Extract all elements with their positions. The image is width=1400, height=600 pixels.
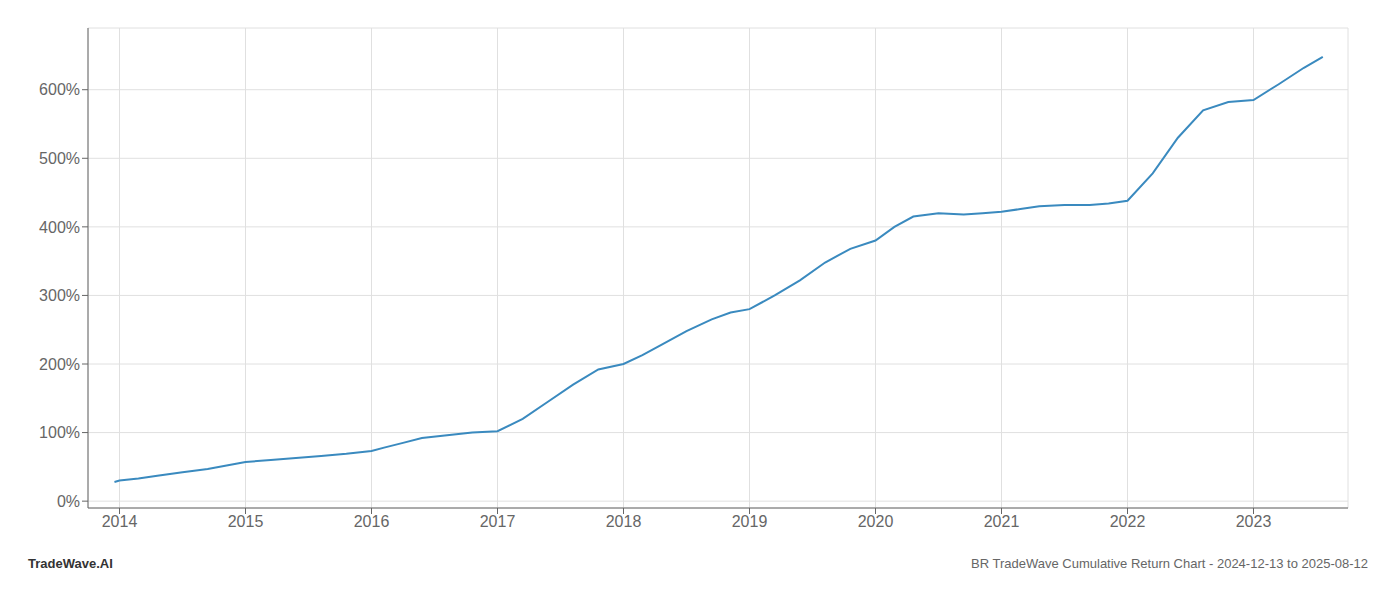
svg-text:2018: 2018 [606,513,642,530]
svg-text:600%: 600% [39,81,80,98]
svg-text:2019: 2019 [732,513,768,530]
svg-text:0%: 0% [57,493,80,510]
svg-text:100%: 100% [39,424,80,441]
svg-text:2015: 2015 [228,513,264,530]
svg-text:300%: 300% [39,287,80,304]
svg-text:2021: 2021 [984,513,1020,530]
svg-text:500%: 500% [39,150,80,167]
svg-text:400%: 400% [39,219,80,236]
svg-text:2022: 2022 [1110,513,1146,530]
html-text:BR TradeWave Cumulative Return: BR TradeWave Cumulative Return Chart - 2… [971,556,1368,571]
svg-text:200%: 200% [39,356,80,373]
svg-text:2014: 2014 [102,513,138,530]
svg-text:2017: 2017 [480,513,516,530]
svg-text:2016: 2016 [354,513,390,530]
html-text:TradeWave.AI: TradeWave.AI [28,556,113,571]
svg-text:2023: 2023 [1236,513,1272,530]
svg-text:2020: 2020 [858,513,894,530]
